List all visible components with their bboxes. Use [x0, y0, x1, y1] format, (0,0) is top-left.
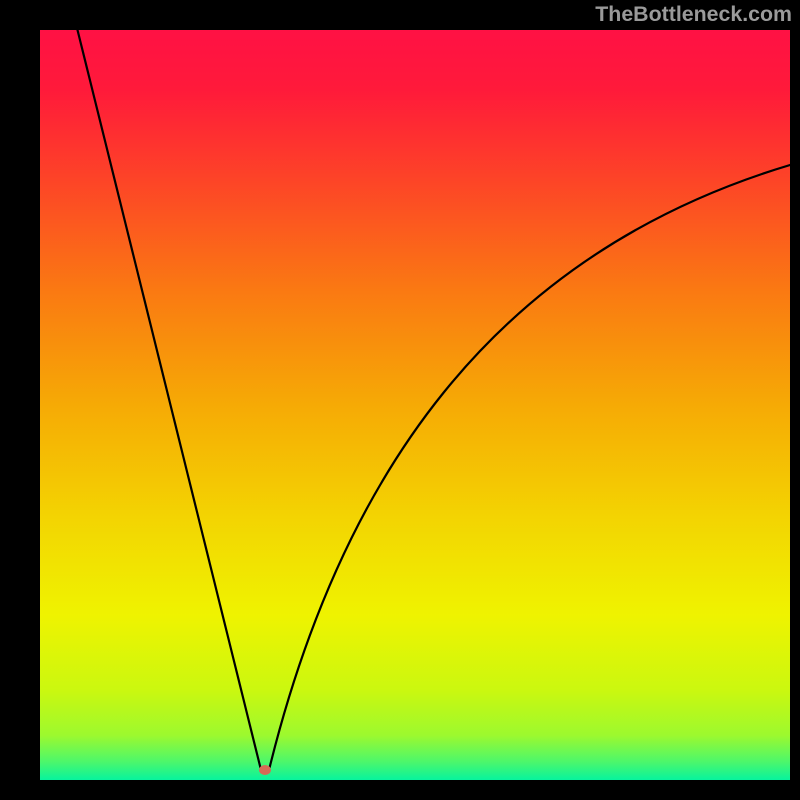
chart-frame: TheBottleneck.com [0, 0, 800, 800]
plot-area [40, 30, 790, 780]
watermark-text: TheBottleneck.com [595, 2, 792, 27]
bottleneck-curve [40, 30, 790, 780]
